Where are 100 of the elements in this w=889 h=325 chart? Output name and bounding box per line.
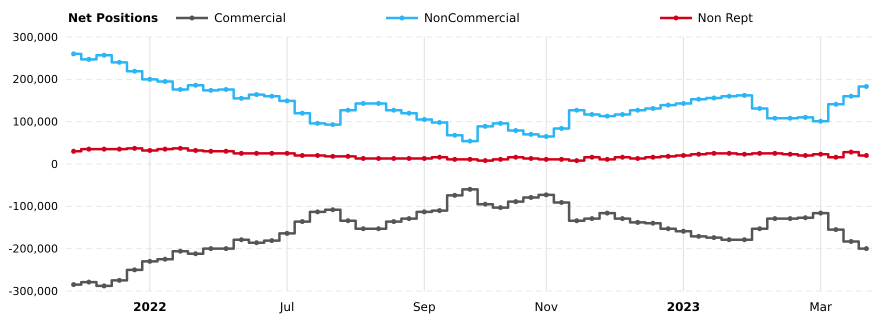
point — [360, 226, 366, 232]
point — [238, 150, 244, 156]
point — [528, 132, 534, 137]
point — [71, 51, 76, 56]
point — [86, 146, 92, 152]
x-tick-label: Nov — [534, 300, 558, 314]
point — [315, 209, 320, 214]
point — [208, 88, 214, 93]
point — [802, 215, 808, 220]
point — [284, 230, 290, 236]
point — [162, 78, 168, 84]
x-tick-label: 2023 — [666, 300, 700, 314]
y-tick-label: -200,000 — [8, 242, 58, 256]
point — [620, 154, 625, 160]
point — [102, 283, 107, 288]
point — [788, 116, 793, 121]
point — [788, 216, 793, 222]
legend-label: NonCommercial — [422, 11, 520, 25]
point — [346, 108, 351, 113]
point — [238, 237, 244, 242]
point — [544, 134, 549, 139]
point — [132, 267, 138, 272]
point — [680, 100, 686, 106]
point — [116, 146, 122, 152]
point — [376, 226, 382, 232]
point — [437, 154, 442, 160]
point — [254, 240, 260, 246]
point — [482, 124, 488, 129]
point — [604, 114, 610, 119]
point — [422, 156, 427, 161]
point — [208, 148, 214, 154]
point — [300, 110, 305, 116]
point — [147, 258, 152, 264]
point — [376, 100, 382, 106]
point — [238, 96, 244, 101]
point — [284, 98, 290, 104]
point — [726, 237, 732, 242]
point — [346, 218, 351, 224]
point — [422, 209, 427, 214]
point — [620, 112, 625, 117]
point — [86, 56, 92, 62]
point — [86, 280, 92, 285]
point — [742, 92, 747, 98]
point — [193, 148, 198, 153]
point — [711, 150, 716, 156]
point — [726, 94, 732, 99]
point — [757, 150, 762, 156]
point — [757, 106, 762, 112]
point — [574, 158, 580, 164]
point — [833, 154, 838, 160]
point — [544, 156, 549, 162]
point — [269, 150, 274, 156]
point — [696, 152, 702, 157]
point — [71, 148, 76, 154]
point — [848, 94, 854, 99]
point — [102, 52, 107, 58]
point — [574, 108, 580, 113]
y-tick-label: 300,000 — [12, 30, 58, 44]
point — [437, 120, 442, 126]
point — [315, 153, 320, 158]
point — [162, 256, 168, 262]
legend-label: Non Rept — [696, 11, 753, 25]
point — [330, 154, 336, 159]
y-tick-label: 100,000 — [12, 116, 58, 129]
point — [650, 106, 656, 112]
point — [558, 126, 564, 131]
point — [864, 84, 869, 90]
point — [498, 156, 503, 162]
point — [406, 156, 412, 161]
point — [680, 153, 686, 158]
point — [208, 246, 214, 252]
point — [833, 102, 838, 107]
point — [574, 218, 580, 224]
point — [468, 138, 472, 144]
point — [452, 156, 458, 162]
point — [391, 219, 396, 224]
point — [772, 216, 778, 222]
point — [437, 208, 442, 214]
point — [848, 238, 854, 244]
point — [833, 227, 838, 232]
point — [558, 156, 564, 162]
point — [269, 238, 274, 244]
y-tick-label: -100,000 — [8, 200, 58, 214]
x-tick-label: Mar — [809, 300, 832, 314]
point — [147, 76, 152, 82]
point — [772, 116, 778, 121]
point — [162, 146, 168, 152]
point — [558, 200, 564, 206]
point — [224, 86, 229, 92]
point — [254, 150, 260, 156]
point — [513, 154, 518, 160]
point — [102, 146, 107, 152]
point — [498, 120, 503, 126]
point — [696, 96, 702, 102]
point — [513, 128, 518, 134]
point — [772, 150, 778, 156]
point — [452, 192, 458, 198]
x-tick-label: Sep — [412, 300, 436, 314]
point — [604, 210, 610, 216]
point — [468, 156, 472, 162]
